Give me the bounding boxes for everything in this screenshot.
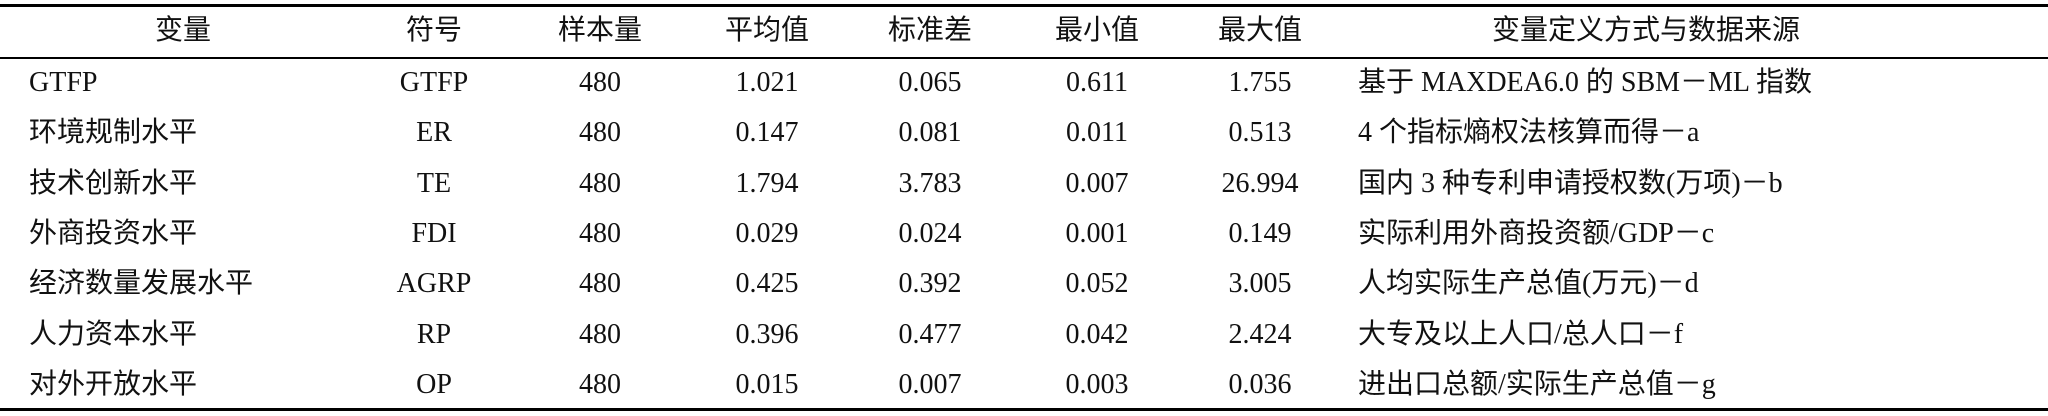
bottom-rule: [0, 408, 2048, 411]
cell: 480: [579, 117, 621, 149]
variable-name: 人力资本水平: [29, 318, 198, 350]
header-cell: 最小值: [1054, 15, 1140, 46]
variable-name: 对外开放水平: [29, 368, 198, 400]
cell: 0.149: [1228, 217, 1292, 249]
cell: 0.001: [1065, 217, 1129, 249]
definition: 进出口总额/实际生产总值－g: [1358, 368, 1716, 400]
cell: 0.425: [735, 268, 799, 300]
cell: 0.007: [1065, 167, 1129, 199]
cell: 0.029: [735, 217, 799, 249]
definition: 大专及以上人口/总人口－f: [1358, 318, 1684, 350]
cell: 480: [579, 217, 621, 249]
cell: TE: [416, 167, 452, 199]
cell: 0.007: [898, 368, 962, 400]
variable-name: 技术创新水平: [29, 167, 198, 199]
cell: 2.424: [1228, 318, 1292, 350]
cell: 1.794: [735, 167, 799, 199]
header-cell: 标准差: [887, 15, 973, 46]
top-rule: [0, 4, 2048, 7]
cell: 0.081: [898, 117, 962, 149]
header-cell: 样本量: [557, 15, 643, 46]
header-cell: 符号: [405, 15, 463, 46]
cell: 0.015: [735, 368, 799, 400]
cell: 480: [579, 368, 621, 400]
cell: 0.036: [1228, 368, 1292, 400]
cell: 26.994: [1221, 167, 1299, 199]
cell: 0.611: [1066, 67, 1128, 98]
header-rule: [0, 57, 2048, 59]
cell: GTFP: [399, 67, 469, 98]
definition: 基于 MAXDEA6.0 的 SBM－ML 指数: [1358, 67, 1812, 98]
variable-name: 经济数量发展水平: [29, 268, 254, 300]
definition: 实际利用外商投资额/GDP－c: [1358, 217, 1715, 249]
cell: OP: [416, 368, 452, 400]
cell: 1.755: [1228, 67, 1292, 98]
cell: 0.003: [1065, 368, 1129, 400]
cell: 3.783: [898, 167, 962, 199]
cell: 480: [579, 67, 621, 98]
cell: 0.477: [898, 318, 962, 350]
cell: 0.011: [1066, 117, 1128, 149]
cell: RP: [416, 318, 452, 350]
header-cell: 变量: [154, 15, 212, 46]
cell: FDI: [411, 217, 457, 249]
header-cell: 最大值: [1217, 15, 1303, 46]
definition: 人均实际生产总值(万元)－d: [1358, 268, 1699, 300]
cell: 0.052: [1065, 268, 1129, 300]
cell: 480: [579, 318, 621, 350]
cell: 0.042: [1065, 318, 1129, 350]
cell: 0.024: [898, 217, 962, 249]
cell: 480: [579, 167, 621, 199]
header-cell: 平均值: [724, 15, 810, 46]
cell: AGRP: [396, 268, 472, 300]
cell: 3.005: [1228, 268, 1292, 300]
variable-name: GTFP: [29, 67, 98, 98]
definition: 4 个指标熵权法核算而得－a: [1358, 117, 1700, 149]
cell: 480: [579, 268, 621, 300]
definition: 国内 3 种专利申请授权数(万项)－b: [1358, 167, 1783, 199]
cell: ER: [416, 117, 452, 149]
cell: 0.396: [735, 318, 799, 350]
header-cell: 变量定义方式与数据来源: [1491, 15, 1801, 46]
cell: 0.147: [735, 117, 799, 149]
cell: 0.065: [898, 67, 962, 98]
cell: 0.392: [898, 268, 962, 300]
cell: 0.513: [1228, 117, 1292, 149]
variable-name: 外商投资水平: [29, 217, 198, 249]
variable-name: 环境规制水平: [29, 117, 198, 149]
cell: 1.021: [735, 67, 799, 98]
